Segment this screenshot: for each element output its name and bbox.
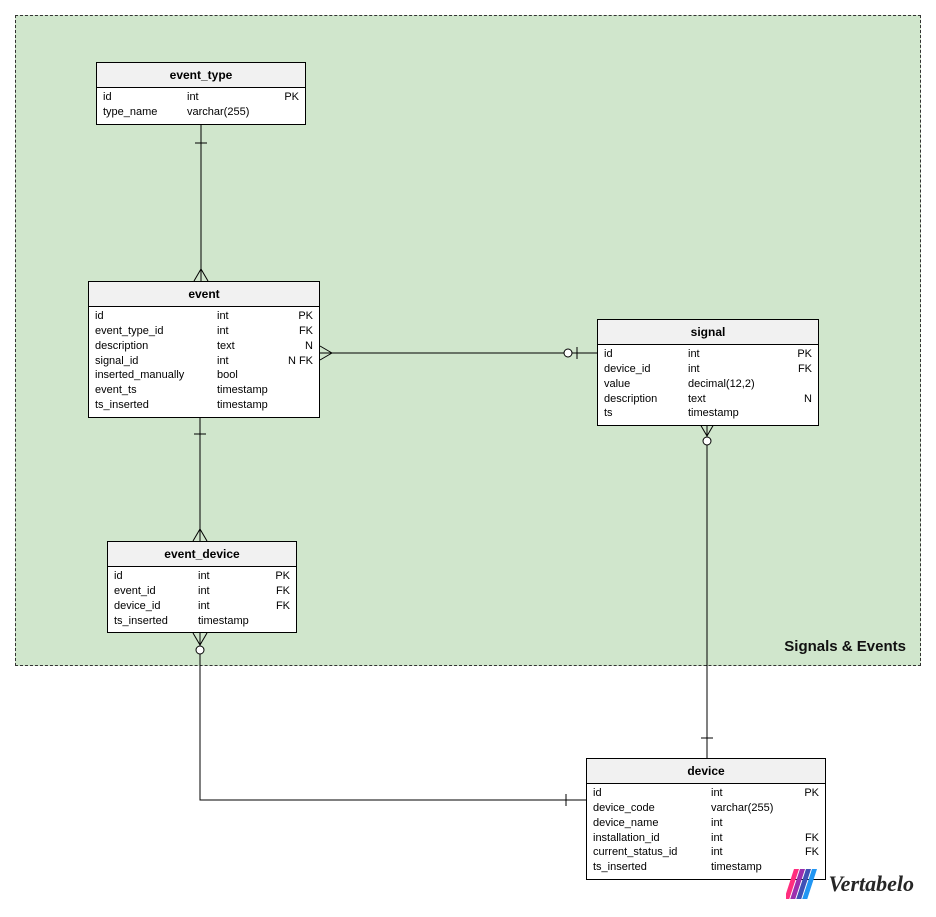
entity-row: tstimestamp <box>598 406 818 421</box>
entity-signal: signal idintPKdevice_idintFKvaluedecimal(… <box>597 319 819 426</box>
vertabelo-logo-icon <box>786 869 820 899</box>
entity-row: idintPK <box>598 347 818 362</box>
entity-title: device <box>587 759 825 784</box>
entity-title: event_type <box>97 63 305 88</box>
entity-row: device_idintFK <box>598 362 818 377</box>
entity-row: descriptiontextN <box>89 339 319 354</box>
entity-event_device: event_device idintPKevent_idintFKdevice_i… <box>107 541 297 633</box>
entity-row: signal_idintN FK <box>89 354 319 369</box>
entity-row: idintPK <box>587 786 825 801</box>
entity-row: current_status_idintFK <box>587 845 825 860</box>
entity-row: event_tstimestamp <box>89 383 319 398</box>
entity-row: event_idintFK <box>108 584 296 599</box>
entity-row: idintPK <box>97 90 305 105</box>
entity-title: event <box>89 282 319 307</box>
vertabelo-logo: Vertabelo <box>786 869 914 899</box>
entity-row: descriptiontextN <box>598 392 818 407</box>
entity-row: inserted_manuallybool <box>89 368 319 383</box>
entity-row: device_idintFK <box>108 599 296 614</box>
entity-event_type: event_type idintPKtype_namevarchar(255) <box>96 62 306 125</box>
entity-row: ts_insertedtimestamp <box>89 398 319 413</box>
entity-title: signal <box>598 320 818 345</box>
entity-row: device_codevarchar(255) <box>587 801 825 816</box>
entity-row: device_nameint <box>587 816 825 831</box>
entity-row: valuedecimal(12,2) <box>598 377 818 392</box>
entity-row: idintPK <box>89 309 319 324</box>
vertabelo-logo-text: Vertabelo <box>828 871 914 897</box>
entity-row: event_type_idintFK <box>89 324 319 339</box>
region-label: Signals & Events <box>784 638 906 655</box>
entity-row: idintPK <box>108 569 296 584</box>
entity-row: type_namevarchar(255) <box>97 105 305 120</box>
entity-title: event_device <box>108 542 296 567</box>
entity-row: ts_insertedtimestamp <box>108 614 296 629</box>
entity-row: installation_idintFK <box>587 831 825 846</box>
entity-event: event idintPKevent_type_idintFKdescriptio… <box>88 281 320 418</box>
entity-device: device idintPKdevice_codevarchar(255)devi… <box>586 758 826 880</box>
